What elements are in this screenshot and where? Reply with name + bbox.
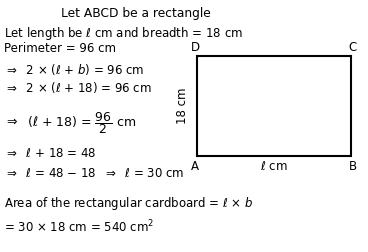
Text: Area of the rectangular cardboard = $\ell$ × $b$: Area of the rectangular cardboard = $\el… bbox=[4, 195, 254, 212]
Text: C: C bbox=[348, 41, 357, 54]
Text: 18 cm: 18 cm bbox=[176, 88, 190, 124]
Text: D: D bbox=[190, 41, 199, 54]
Text: A: A bbox=[191, 160, 199, 173]
Text: $\Rightarrow$  2 × ($\ell$ + 18) = 96 cm: $\Rightarrow$ 2 × ($\ell$ + 18) = 96 cm bbox=[4, 80, 152, 95]
Text: $\Rightarrow$  $\ell$ = 48 − 18  $\Rightarrow$  $\ell$ = 30 cm: $\Rightarrow$ $\ell$ = 48 − 18 $\Rightar… bbox=[4, 167, 185, 180]
Text: $\ell$ cm: $\ell$ cm bbox=[260, 160, 288, 173]
Text: = 30 × 18 cm = 540 cm$^2$: = 30 × 18 cm = 540 cm$^2$ bbox=[4, 219, 155, 235]
Text: Let ABCD be a rectangle: Let ABCD be a rectangle bbox=[61, 7, 211, 20]
Text: Let length be $\ell$ cm and breadth = 18 cm: Let length be $\ell$ cm and breadth = 18… bbox=[4, 24, 243, 42]
Text: $\Rightarrow$  $\ell$ + 18 = 48: $\Rightarrow$ $\ell$ + 18 = 48 bbox=[4, 147, 97, 160]
Text: $\Rightarrow$  ($\ell$ + 18) = $\dfrac{96}{2}$ cm: $\Rightarrow$ ($\ell$ + 18) = $\dfrac{96… bbox=[4, 110, 137, 136]
Text: Perimeter = 96 cm: Perimeter = 96 cm bbox=[4, 42, 116, 55]
Text: B: B bbox=[348, 160, 357, 173]
Text: $\Rightarrow$  2 × ($\ell$ + $b$) = 96 cm: $\Rightarrow$ 2 × ($\ell$ + $b$) = 96 cm bbox=[4, 62, 145, 77]
Bar bbox=[197, 56, 351, 156]
